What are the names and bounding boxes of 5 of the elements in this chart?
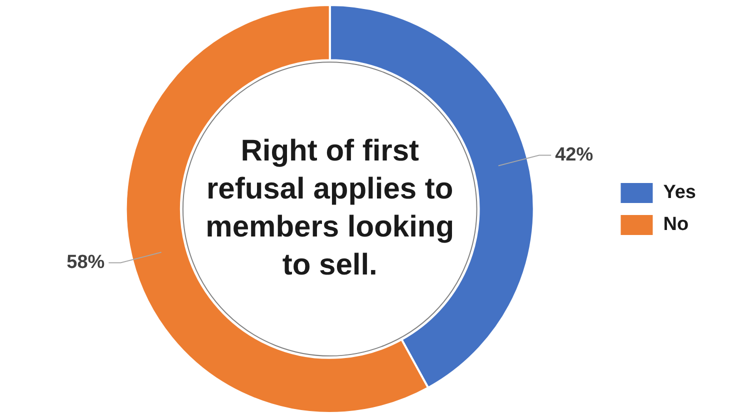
data-label: 58% xyxy=(66,252,105,273)
legend-label: No xyxy=(663,214,689,236)
data-label: 42% xyxy=(555,144,594,166)
text: Right of first refusal applies to members looking to sell. xyxy=(206,134,454,282)
legend-label: Yes xyxy=(663,182,696,204)
